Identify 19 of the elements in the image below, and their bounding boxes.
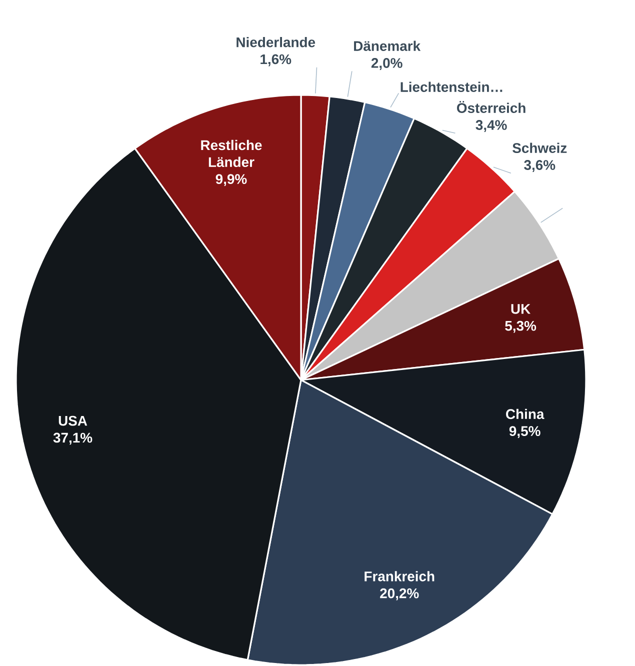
data-label: 3,6% xyxy=(524,160,556,172)
slice-label: UK xyxy=(511,304,530,314)
slice-label: Österreich xyxy=(457,100,526,114)
slice-label: Schweiz xyxy=(512,142,567,154)
data-label: 2,0% xyxy=(371,58,402,70)
data-label: 5,3% xyxy=(505,320,536,333)
slice-label: Niederlande xyxy=(236,36,316,48)
data-label: 1,6% xyxy=(260,54,292,66)
data-label: 9,5% xyxy=(509,426,540,438)
data-label: 20,2% xyxy=(380,588,419,600)
data-label: 9,9% xyxy=(216,174,247,186)
data-label: 37,1% xyxy=(53,432,92,445)
slice-label: USA xyxy=(58,416,88,426)
slice-label: Restliche Länder xyxy=(201,140,262,168)
slice-label: Frankreich xyxy=(364,571,434,582)
slice-label: Dänemark xyxy=(354,40,421,52)
data-label: 3,4% xyxy=(476,120,507,132)
slice-label: China xyxy=(506,408,544,420)
slice-label: Liechtenstein… xyxy=(400,82,502,92)
